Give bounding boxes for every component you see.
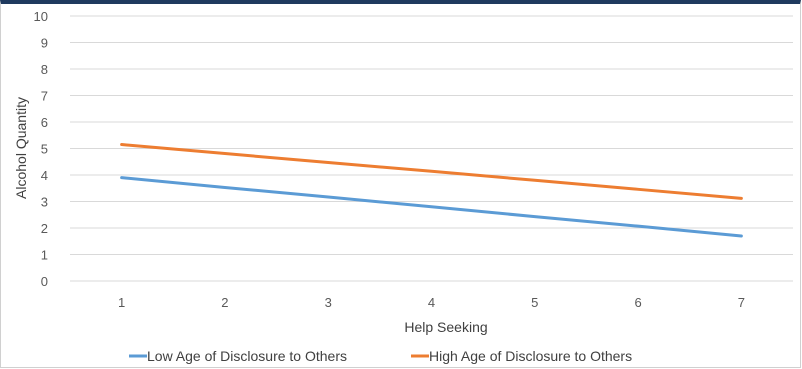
series-lines <box>120 143 743 238</box>
x-tick-label: 4 <box>428 295 435 310</box>
y-tick-label: 2 <box>41 221 48 236</box>
y-axis-title: Alcohol Quantity <box>13 97 29 199</box>
y-tick-label: 7 <box>41 89 48 104</box>
y-tick-label: 4 <box>41 168 48 183</box>
y-tick-label: 3 <box>41 195 48 210</box>
y-tick-label: 9 <box>41 36 48 51</box>
legend-label-high: High Age of Disclosure to Others <box>429 348 632 364</box>
y-axis-ticks: 0 1 2 3 4 5 6 7 8 9 10 <box>34 9 48 289</box>
x-tick-label: 3 <box>325 295 332 310</box>
y-tick-label: 6 <box>41 115 48 130</box>
gridlines <box>70 15 793 282</box>
legend: Low Age of Disclosure to Others High Age… <box>129 348 632 364</box>
y-tick-label: 5 <box>41 142 48 157</box>
series-line-0 <box>120 176 743 238</box>
x-tick-label: 5 <box>531 295 538 310</box>
y-tick-label: 0 <box>41 274 48 289</box>
x-tick-label: 2 <box>221 295 228 310</box>
series-line-1 <box>120 143 743 200</box>
y-tick-label: 10 <box>34 9 48 24</box>
x-axis-ticks: 1 2 3 4 5 6 7 <box>118 295 745 310</box>
y-tick-label: 8 <box>41 62 48 77</box>
y-tick-label: 1 <box>41 248 48 263</box>
x-tick-label: 7 <box>738 295 745 310</box>
x-tick-label: 6 <box>634 295 641 310</box>
legend-label-low: Low Age of Disclosure to Others <box>147 348 347 364</box>
x-tick-label: 1 <box>118 295 125 310</box>
x-axis-title: Help Seeking <box>404 319 487 335</box>
